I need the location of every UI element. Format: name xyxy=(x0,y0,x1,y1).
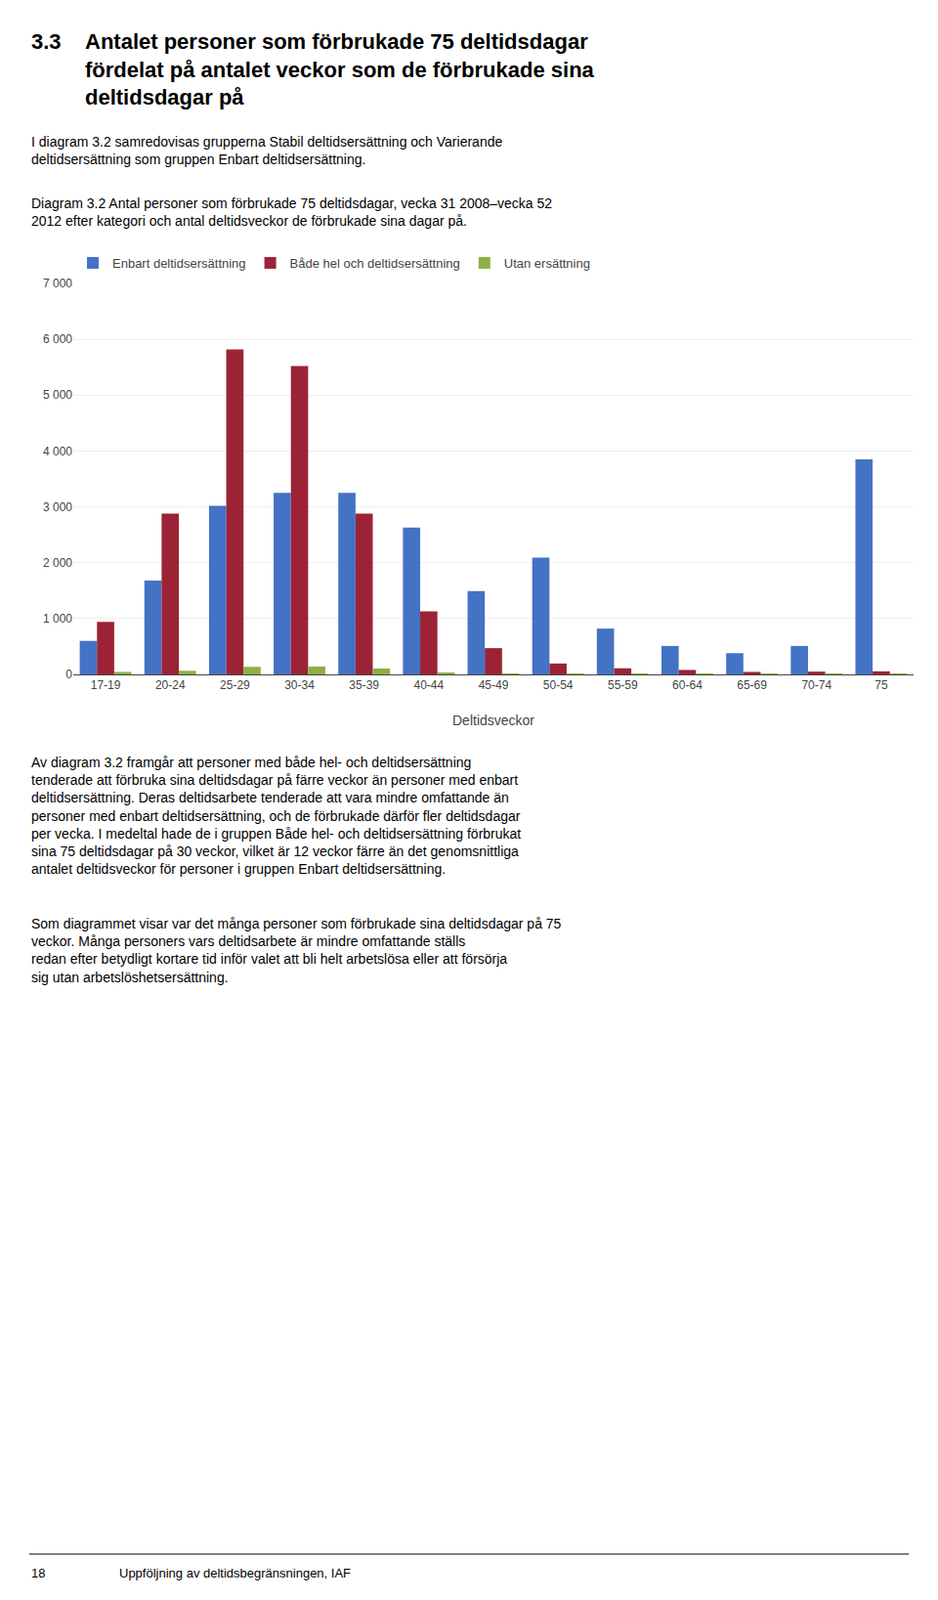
svg-text:Diagram 3.2 Antal personer som: Diagram 3.2 Antal personer som förbrukad… xyxy=(31,195,553,229)
svg-text:4 000: 4 000 xyxy=(42,444,73,459)
svg-text:Enbart deltidsersättning: Enbart deltidsersättning xyxy=(112,255,247,271)
svg-text:3.3: 3.3 xyxy=(31,29,62,54)
svg-text:5 000: 5 000 xyxy=(42,387,73,402)
svg-text:Deltidsveckor: Deltidsveckor xyxy=(452,712,535,728)
svg-text:6 000: 6 000 xyxy=(42,332,73,346)
svg-text:Utan ersättning: Utan ersättning xyxy=(504,255,591,271)
svg-text:1 000: 1 000 xyxy=(42,611,73,626)
svg-text:Som diagrammet visar var det m: Som diagrammet visar var det många perso… xyxy=(31,915,562,985)
svg-text:55-59: 55-59 xyxy=(607,678,639,692)
svg-text:0: 0 xyxy=(65,667,73,682)
svg-text:Antalet personer som förbrukad: Antalet personer som förbrukade 75 delti… xyxy=(85,29,596,110)
svg-text:40-44: 40-44 xyxy=(413,678,444,692)
svg-text:35-39: 35-39 xyxy=(348,678,380,692)
svg-text:17-19: 17-19 xyxy=(90,678,122,692)
svg-text:2 000: 2 000 xyxy=(42,555,73,570)
svg-text:70-74: 70-74 xyxy=(801,678,832,692)
svg-text:I diagram 3.2 samredovisas gru: I diagram 3.2 samredovisas grupperna Sta… xyxy=(31,133,503,168)
svg-text:45-49: 45-49 xyxy=(478,678,510,692)
svg-text:65-69: 65-69 xyxy=(736,678,768,692)
svg-text:20-24: 20-24 xyxy=(155,678,186,692)
svg-text:3 000: 3 000 xyxy=(42,500,73,514)
svg-text:Både hel och deltidsersättning: Både hel och deltidsersättning xyxy=(290,255,461,271)
svg-text:50-54: 50-54 xyxy=(543,678,574,692)
svg-text:18: 18 xyxy=(31,1565,45,1580)
svg-text:Av diagram 3.2 framgår att per: Av diagram 3.2 framgår att personer med … xyxy=(31,754,521,877)
svg-text:30-34: 30-34 xyxy=(284,678,315,692)
svg-text:75: 75 xyxy=(874,678,889,692)
svg-text:60-64: 60-64 xyxy=(672,678,703,692)
svg-text:Uppföljning av deltidsbegränsn: Uppföljning av deltidsbegränsningen, IAF xyxy=(119,1565,351,1580)
svg-text:25-29: 25-29 xyxy=(219,678,251,692)
svg-text:7 000: 7 000 xyxy=(42,276,73,291)
